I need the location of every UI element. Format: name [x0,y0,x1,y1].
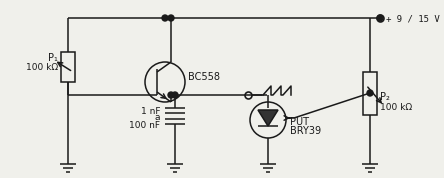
Text: a: a [155,114,160,122]
Circle shape [168,15,174,21]
Text: 100 nF: 100 nF [129,121,160,130]
Text: P₁: P₁ [48,53,58,63]
Text: BC558: BC558 [188,72,220,82]
Text: P₂: P₂ [380,92,390,102]
Text: 100 kΩ: 100 kΩ [26,64,58,72]
Circle shape [367,90,373,96]
Polygon shape [258,110,278,126]
Text: + 9 / 15 V: + 9 / 15 V [386,14,440,23]
Text: PUT: PUT [290,117,309,127]
Text: 100 kΩ: 100 kΩ [380,103,412,111]
Circle shape [162,15,168,21]
Circle shape [172,92,178,98]
Text: 1 nF: 1 nF [140,106,160,116]
Circle shape [168,92,174,98]
Bar [61,52,75,82]
Bar [363,72,377,115]
Circle shape [377,15,383,21]
Text: BRY39: BRY39 [290,126,321,136]
